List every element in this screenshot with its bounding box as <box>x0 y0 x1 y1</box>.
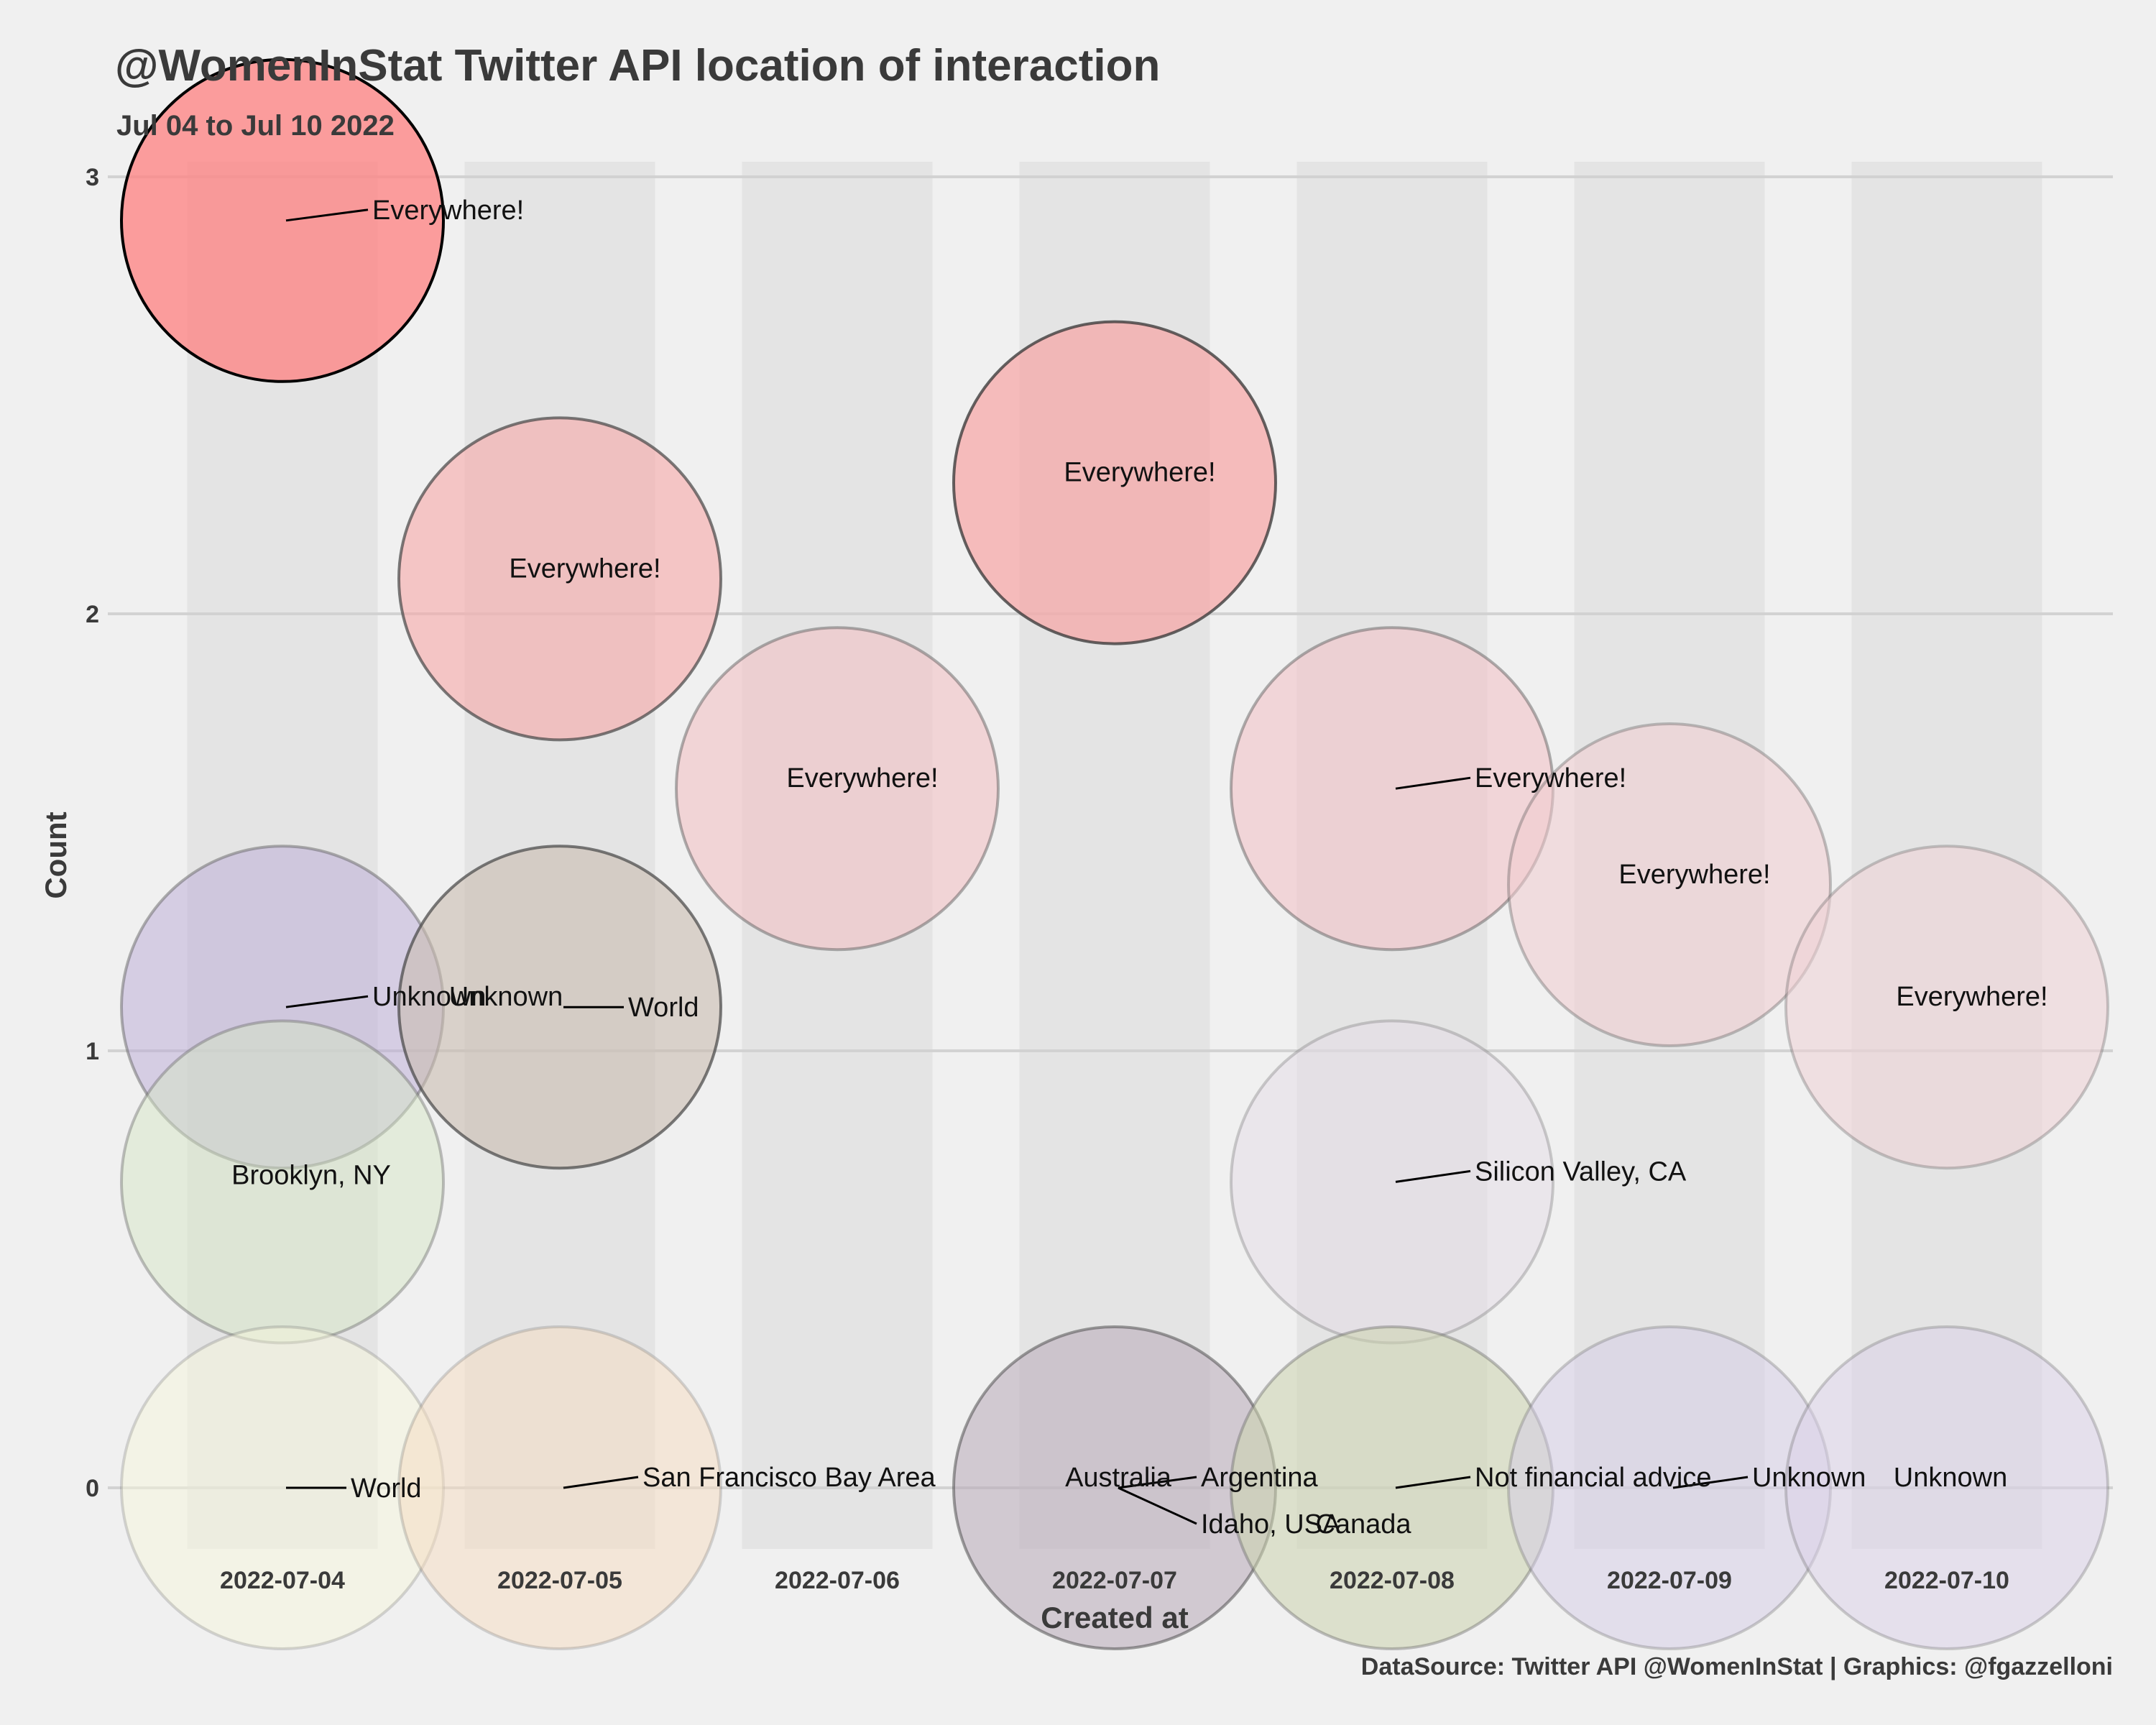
y-tick-label: 2 <box>86 601 99 628</box>
bubble <box>397 845 722 1170</box>
x-tick-label: 2022-07-10 <box>1884 1567 2009 1594</box>
x-tick-labels: 2022-07-04 2022-07-05 2022-07-06 2022-07-07… <box>220 1567 2009 1594</box>
leader-line <box>1672 1476 1749 1489</box>
chart-subtitle: Jul 04 to Jul 10 2022 <box>116 110 395 142</box>
bubble-label: Everywhere! <box>1475 763 1626 794</box>
x-tick-label: 2022-07-05 <box>497 1567 622 1594</box>
bubble-label: Canada <box>1315 1509 1411 1540</box>
x-tick-label: 2022-07-07 <box>1052 1567 1177 1594</box>
bubble-label: Not financial advice <box>1475 1463 1712 1493</box>
bubble-label: Silicon Valley, CA <box>1475 1156 1687 1187</box>
bubble <box>397 416 722 742</box>
leader-line <box>1395 1169 1471 1183</box>
y-tick-label: 1 <box>86 1038 99 1065</box>
bubble <box>1507 722 1832 1047</box>
bubble-label: Everywhere! <box>372 196 524 226</box>
bubble-label: Everywhere! <box>786 763 938 794</box>
bubble <box>1784 845 2109 1170</box>
bubble-label: Everywhere! <box>509 553 660 584</box>
x-tick-label: 2022-07-06 <box>775 1567 900 1594</box>
leader-line <box>1395 1476 1471 1489</box>
x-tick-label: 2022-07-08 <box>1330 1567 1455 1594</box>
bubble-label: Unknown <box>1752 1463 1866 1493</box>
bubble-label: Argentina <box>1201 1463 1319 1493</box>
bubble <box>397 1325 722 1650</box>
leader-line <box>285 208 369 222</box>
bubbles <box>120 58 2109 1650</box>
bubble-label: World <box>628 993 699 1023</box>
leader-line <box>563 1476 639 1489</box>
leader-line <box>285 995 369 1008</box>
x-tick-label: 2022-07-09 <box>1607 1567 1732 1594</box>
bubble-label: Unknown <box>1894 1463 2007 1493</box>
chart-title: @WomenInStat Twitter API location of int… <box>115 41 1160 91</box>
bubble <box>120 58 445 383</box>
bubble <box>1784 1325 2109 1650</box>
bubble-label: San Francisco Bay Area <box>642 1463 936 1493</box>
leader-line <box>1118 1486 1197 1525</box>
bubble-label: Unknown <box>372 982 486 1012</box>
y-tick-label: 0 <box>86 1475 99 1502</box>
leader-line <box>1118 1476 1197 1489</box>
bubble-label: Unknown <box>449 982 563 1012</box>
bubble-label: World <box>351 1473 422 1504</box>
y-tick-label: 3 <box>86 164 99 191</box>
label-leader-lines <box>285 208 1749 1525</box>
bubble <box>952 320 1277 645</box>
x-axis-title: Created at <box>1041 1601 1188 1634</box>
bubble-label: Brooklyn, NY <box>231 1160 391 1190</box>
bubble-label: Everywhere! <box>1618 860 1770 890</box>
y-tick-labels: 0 1 2 3 <box>86 164 99 1502</box>
bubble-label: Everywhere! <box>1064 458 1215 488</box>
leader-line <box>1395 776 1471 790</box>
bubble-label: Australia <box>1065 1463 1172 1493</box>
bubble-label: Everywhere! <box>1896 982 2047 1012</box>
bubble-label: Idaho, USA <box>1201 1509 1341 1540</box>
chart-caption: DataSource: Twitter API @WomenInStat | G… <box>1361 1653 2113 1680</box>
x-tick-label: 2022-07-04 <box>220 1567 345 1594</box>
y-axis-title: Count <box>39 811 73 898</box>
bubble <box>675 626 1000 952</box>
bubble-labels: Everywhere! Unknown Brooklyn, NY World Every… <box>231 196 2047 1540</box>
